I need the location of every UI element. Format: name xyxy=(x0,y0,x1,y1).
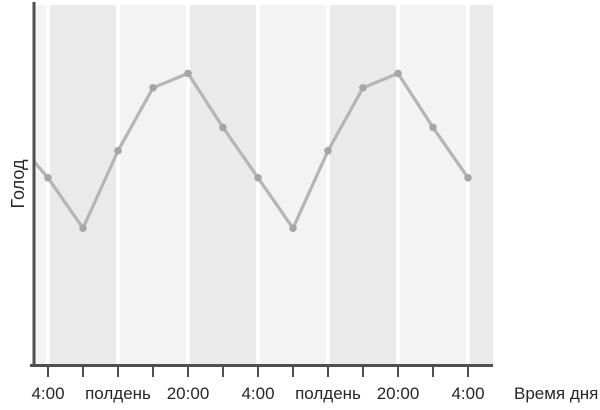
band-separator xyxy=(116,5,120,365)
x-axis-tick xyxy=(467,367,469,377)
y-axis-line xyxy=(32,2,36,367)
data-point-marker xyxy=(429,123,437,132)
x-tick-label-4: 4:00 xyxy=(241,384,275,403)
x-axis-tick xyxy=(187,367,189,377)
x-axis-tick xyxy=(257,367,259,377)
x-axis-tick xyxy=(152,367,154,377)
plot-band-dark xyxy=(468,5,493,365)
x-tick-label-1: 4:00 xyxy=(31,384,65,403)
plot-band-light xyxy=(398,5,468,365)
x-tick-label-6: 20:00 xyxy=(376,384,420,403)
band-separator xyxy=(186,5,190,365)
data-point-marker xyxy=(464,174,472,182)
plot-band-light xyxy=(118,5,188,365)
data-point-marker xyxy=(219,123,227,132)
data-point-marker xyxy=(359,84,367,92)
data-point-marker xyxy=(149,84,157,92)
x-tick-label-3: 20:00 xyxy=(166,384,210,403)
x-axis-tick xyxy=(327,367,329,377)
data-point-marker xyxy=(289,224,297,232)
x-axis-tick xyxy=(222,367,224,377)
plot-band-dark xyxy=(48,5,118,365)
x-tick-label-2: полдень xyxy=(85,384,151,403)
y-axis-label: Голод xyxy=(8,159,29,209)
data-point-marker xyxy=(44,174,52,182)
data-point-marker xyxy=(254,174,262,182)
plot-band-dark xyxy=(328,5,398,365)
data-point-marker xyxy=(324,147,332,155)
plot-band-light xyxy=(34,5,48,365)
x-axis-tick xyxy=(362,367,364,377)
data-point-marker xyxy=(114,147,122,155)
x-axis-line xyxy=(30,364,493,367)
x-axis-tick xyxy=(117,367,119,377)
x-axis-tick xyxy=(47,367,49,377)
band-separator xyxy=(256,5,260,365)
band-separator xyxy=(396,5,400,365)
x-axis-tick xyxy=(82,367,84,377)
x-axis-tick xyxy=(432,367,434,377)
data-point-marker xyxy=(184,69,192,78)
x-axis-label: Время дня xyxy=(514,384,599,403)
band-separator xyxy=(466,5,470,365)
band-separator xyxy=(46,5,50,365)
plot-band-light xyxy=(258,5,328,365)
hunger-line xyxy=(32,71,470,230)
x-axis-tick xyxy=(292,367,294,377)
plot-band-dark xyxy=(188,5,258,365)
x-tick-label-7: 4:00 xyxy=(451,384,485,403)
data-point-marker xyxy=(79,224,87,232)
x-axis-tick xyxy=(397,367,399,377)
band-separator xyxy=(326,5,330,365)
x-tick-label-5: полдень xyxy=(295,384,361,403)
data-point-marker xyxy=(394,69,402,78)
